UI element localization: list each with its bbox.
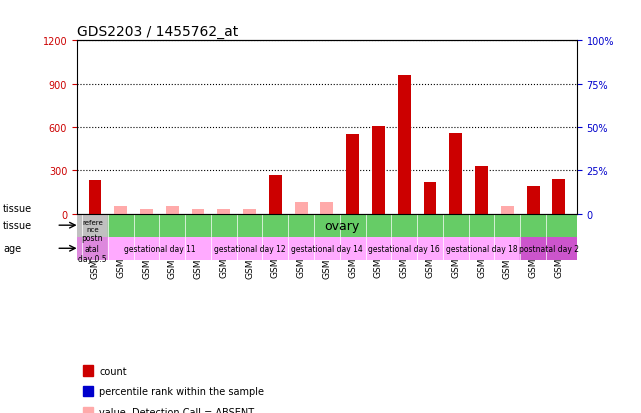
Bar [553,180,565,214]
Bar [398,76,411,214]
Bar [520,237,577,260]
Bar [424,183,437,214]
Text: gestational day 12: gestational day 12 [214,244,285,253]
Bar [140,210,153,214]
Bar [88,181,101,214]
Bar [501,207,513,214]
Bar [372,126,385,214]
Text: percentile rank within the sample: percentile rank within the sample [99,387,264,396]
Bar [114,206,127,214]
Bar [243,210,256,214]
Text: gestational day 18: gestational day 18 [445,244,517,253]
Text: value, Detection Call = ABSENT: value, Detection Call = ABSENT [99,407,254,413]
Text: age: age [3,244,21,254]
Text: refere
nce: refere nce [82,219,103,232]
Text: postnatal day 2: postnatal day 2 [519,244,579,253]
Text: gestational day 14: gestational day 14 [291,244,363,253]
Bar [527,187,540,214]
Text: gestational day 16: gestational day 16 [369,244,440,253]
Bar [365,237,443,260]
Bar [295,203,308,214]
Bar [346,135,359,214]
Bar [449,133,462,214]
Bar [77,237,108,260]
Bar [166,206,179,214]
Bar [320,203,333,214]
Text: tissue: tissue [3,221,32,230]
Bar [269,175,282,214]
Bar [443,237,520,260]
Bar [108,237,211,260]
Bar [192,210,204,214]
Text: postn
atal
day 0.5: postn atal day 0.5 [78,234,106,263]
Text: tissue: tissue [3,204,32,214]
Bar [217,210,230,214]
Text: GDS2203 / 1455762_at: GDS2203 / 1455762_at [77,25,238,39]
Bar [288,237,365,260]
Text: count: count [99,366,127,376]
Bar [211,237,288,260]
Text: gestational day 11: gestational day 11 [124,244,196,253]
Bar [475,166,488,214]
Bar [77,214,108,237]
Text: ovary: ovary [325,219,360,232]
